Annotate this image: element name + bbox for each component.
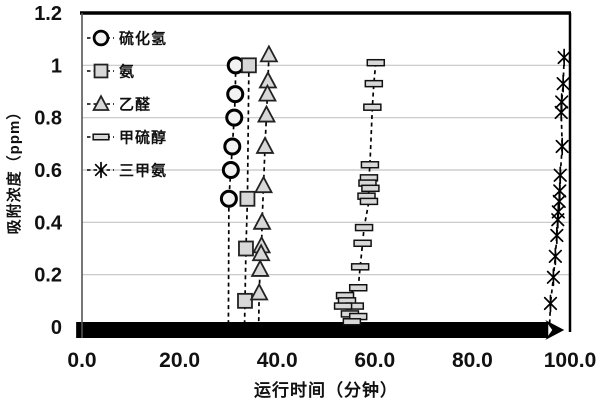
hbar-marker <box>366 58 386 67</box>
x-tick-label: 40.0 <box>257 349 298 372</box>
legend-label: 甲硫醇 <box>119 129 167 147</box>
hbar-marker <box>364 79 384 88</box>
y-tick-label: 0.6 <box>34 160 62 182</box>
gridlines <box>82 64 570 276</box>
hbar-marker <box>342 318 362 326</box>
y-tick-label: 0.8 <box>34 108 62 130</box>
legend-label: 硫化氢 <box>119 30 167 48</box>
square-marker <box>240 57 257 74</box>
asterisk-marker <box>555 137 569 156</box>
series-1 <box>219 56 245 328</box>
y-tick-label: 1 <box>51 55 62 77</box>
series-3 <box>249 44 279 328</box>
hbar-triangle-marker <box>257 83 277 102</box>
asterisk-marker <box>551 210 565 229</box>
legend-item: 氨 <box>87 63 135 81</box>
circle-marker <box>223 137 242 156</box>
asterisk-marker <box>548 247 563 266</box>
hbar-marker <box>359 197 379 206</box>
asterisk-marker <box>94 161 108 179</box>
hbar-triangle-marker <box>252 211 272 230</box>
hbar-marker <box>353 239 372 248</box>
square-marker <box>238 240 254 257</box>
hbar-triangle-marker <box>250 259 270 277</box>
asterisk-marker <box>550 226 564 245</box>
legend-item: 乙醛 <box>87 94 151 114</box>
hbar-marker <box>350 263 370 271</box>
legend-label: 氨 <box>119 63 135 81</box>
hbar-triangle-marker <box>259 44 279 63</box>
square-marker <box>93 63 109 79</box>
hbar-marker <box>360 161 380 169</box>
asterisk-marker <box>557 48 571 67</box>
hbar-triangle-marker <box>249 282 269 301</box>
hbar-marker <box>354 223 374 232</box>
legend-item: 硫化氢 <box>87 29 167 48</box>
series-2 <box>237 57 257 328</box>
zero-band-rect <box>76 322 549 338</box>
legend-item: 甲硫醇 <box>87 129 167 147</box>
circle-marker <box>221 161 240 179</box>
circle-marker <box>226 56 245 75</box>
asterisk-marker <box>556 74 570 93</box>
x-tick-label: 80.0 <box>452 349 493 372</box>
x-tick-label: 0.0 <box>67 349 96 372</box>
y-tick-label: 0.2 <box>34 265 62 287</box>
hbar-marker <box>361 184 380 193</box>
hbar-triangle-marker <box>251 243 271 262</box>
legend-item: 三甲氨 <box>87 161 167 180</box>
legend-label: 三甲氨 <box>119 162 167 180</box>
asterisk-marker <box>554 103 568 122</box>
asterisk-marker <box>546 268 561 287</box>
hbar-marker <box>92 133 110 141</box>
tick-labels: 0 0.2 0.4 0.6 0.8 1 1.2 0.0 20.0 40.0 60.0 80.0 100.… <box>34 3 596 372</box>
hbar-triangle-marker <box>254 175 274 194</box>
legend-label: 乙醛 <box>119 96 151 114</box>
x-tick-label: 60.0 <box>354 349 395 372</box>
asterisk-marker <box>543 294 558 313</box>
y-tick-label: 0 <box>51 317 62 339</box>
y-tick-label: 1.2 <box>34 3 62 25</box>
hbar-triangle-marker <box>92 94 110 111</box>
square-marker <box>237 292 253 309</box>
x-tick-label: 20.0 <box>159 349 200 372</box>
series-4 <box>333 58 386 328</box>
series-5 <box>543 48 571 328</box>
hbar-triangle-marker <box>255 136 275 154</box>
square-marker <box>239 190 256 207</box>
zero-band-arrow-tip <box>545 320 565 340</box>
asterisk-marker <box>552 192 566 211</box>
asterisk-marker <box>553 166 567 185</box>
data-series <box>219 44 571 328</box>
zero-baseline-band <box>76 320 565 340</box>
hbar-marker <box>363 103 382 111</box>
circle-marker <box>225 108 244 127</box>
hbar-triangle-marker <box>256 104 276 123</box>
hbar-marker <box>333 302 353 310</box>
circle-marker <box>92 29 110 47</box>
x-tick-label: 100.0 <box>544 349 597 372</box>
plot-frame <box>80 11 572 338</box>
y-axis-title: 吸附浓度（ppm） <box>6 103 23 235</box>
circle-marker <box>219 189 238 208</box>
hbar-marker <box>348 284 368 292</box>
circle-marker <box>226 85 245 104</box>
x-axis-title: 运行时间（分钟） <box>254 381 398 400</box>
y-tick-label: 0.4 <box>34 212 63 234</box>
